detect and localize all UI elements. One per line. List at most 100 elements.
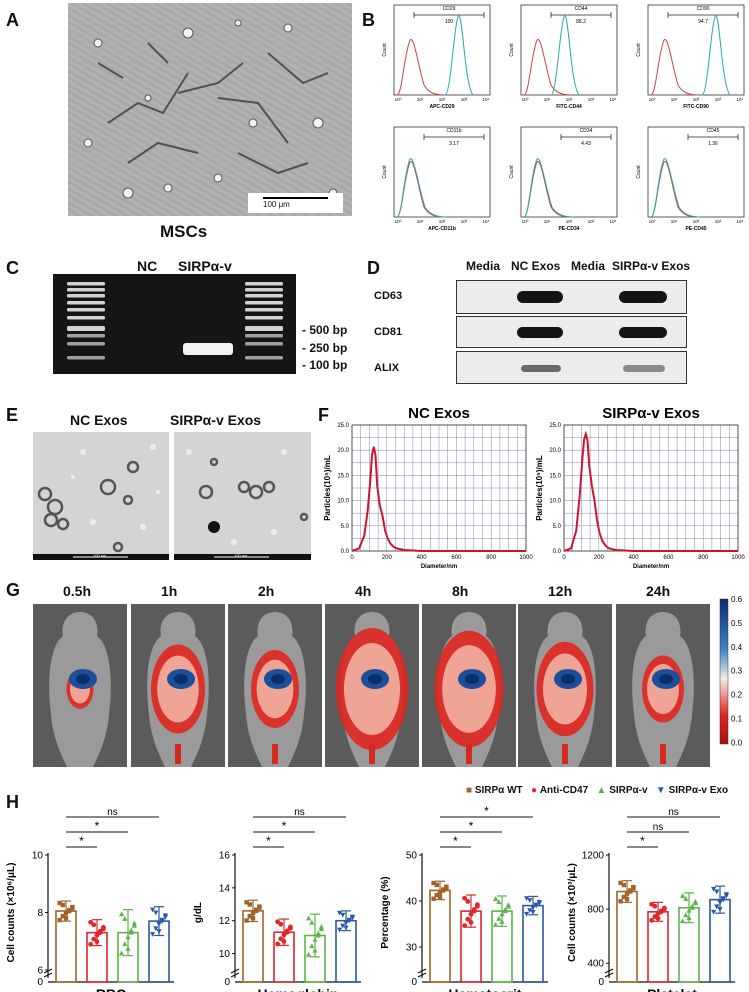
flow-tick-label: 10³ <box>588 97 595 102</box>
significance-label: ns <box>107 807 118 818</box>
flow-plot-cd11b: CD11b 3.17 APC-CD11b Count 10⁰ 10¹ 10² 10³ 10⁴ <box>382 126 491 232</box>
colorbar-strip <box>719 598 729 745</box>
colorbar-tick: 0.0 <box>731 738 743 747</box>
ivis-mouse-image <box>518 604 612 767</box>
flow-tick-label: 10³ <box>715 219 722 224</box>
ivis-mouse-art <box>147 612 209 767</box>
data-point <box>686 907 692 913</box>
significance-label: * <box>640 834 645 848</box>
axis-break <box>417 972 427 978</box>
flow-percent-label: 88.2 <box>576 19 586 25</box>
nta-xtick: 800 <box>698 555 709 561</box>
colorbar-tick: 0.3 <box>731 667 743 676</box>
nta-xtick: 600 <box>663 555 674 561</box>
tem-scale-sirpv: 100 nm <box>234 553 248 558</box>
data-point <box>711 909 717 915</box>
flow-marker-curve <box>650 158 701 218</box>
data-point <box>247 902 252 907</box>
data-point <box>315 932 321 938</box>
gel-ladder-band <box>67 282 105 286</box>
data-point <box>621 882 626 888</box>
nta-title: SIRPα-v Exos <box>602 405 700 422</box>
ivis-colorbar: 0.6 0.5 0.4 0.3 0.2 0.1 0.0 <box>719 595 743 747</box>
data-point <box>57 917 62 923</box>
data-point <box>88 941 93 947</box>
signal-liver-core <box>465 674 479 684</box>
gel-ladder-band <box>245 334 283 338</box>
ivis-mouse-image <box>228 604 322 767</box>
data-point <box>686 915 692 921</box>
flow-plot-cd45: CD45 1.36 PE-CD45 Count 10⁰ 10¹ 10² 10³ 10⁴ <box>636 126 745 232</box>
data-point <box>618 899 623 904</box>
data-point <box>431 896 436 901</box>
nta-ytick: 15.0 <box>549 473 561 479</box>
data-point <box>57 900 62 906</box>
nta-xtick: 0 <box>350 555 354 561</box>
flow-plot-frame <box>647 126 745 218</box>
flow-marker-curve <box>444 14 474 96</box>
ivis-mouse-image <box>33 604 127 767</box>
data-point <box>431 880 436 886</box>
gel-ladder-band <box>67 342 105 346</box>
flow-plot-cd29: CD29 100 APC-CD29 Count 10⁰ 10¹ 10² 10³ 10⁴ <box>382 4 491 110</box>
gel-ladder-band <box>245 282 283 286</box>
signal-tail <box>660 744 666 764</box>
flow-isotype-curve <box>396 39 445 96</box>
axis-break <box>230 972 240 978</box>
data-point <box>471 908 477 914</box>
data-point <box>536 900 542 906</box>
flow-cytometry-grid: CD29 100 APC-CD29 Count 10⁰ 10¹ 10² 10³ 10⁴ CD44 8… <box>382 4 745 232</box>
signal-liver-core <box>76 674 90 684</box>
flow-marker-label: CD90 <box>697 6 710 12</box>
gel-ladder-band <box>245 356 283 360</box>
nta-xtick: 200 <box>382 555 393 561</box>
data-point <box>662 906 667 912</box>
gel-ladder-band <box>67 326 105 331</box>
data-point <box>680 918 686 924</box>
data-point <box>156 929 162 934</box>
axis-break <box>417 968 427 974</box>
nta-xtick: 1000 <box>731 555 745 561</box>
panel-label-f: F <box>318 405 329 425</box>
data-point <box>60 902 65 908</box>
data-point <box>524 911 530 917</box>
nta-ytick: 25.0 <box>337 423 349 429</box>
data-point <box>465 899 471 904</box>
nta-chart-sirpv: SIRPα-v Exos 0.0 5.0 10.0 15.0 20.0 25.0 0 200 40… <box>535 405 745 570</box>
bar-chart-hematocrit: 0 30 40 50 Percentage (%) Hematocrit * * * <box>380 804 548 992</box>
gel-ladder-band <box>67 308 105 312</box>
flow-axis-label: FITC-CD90 <box>683 104 709 110</box>
bar-1 <box>429 889 451 983</box>
flow-tick-label: 10⁰ <box>395 97 402 102</box>
marker-100bp: - 100 bp <box>302 358 348 372</box>
data-point <box>714 904 720 910</box>
flow-marker-label: CD45 <box>707 128 720 134</box>
data-point <box>493 921 499 927</box>
data-point <box>527 908 533 913</box>
flow-axis-label: PE-CD34 <box>558 226 579 232</box>
significance-label: * <box>484 804 489 818</box>
data-point <box>714 889 720 895</box>
nta-ytick: 0.0 <box>341 549 350 555</box>
flow-ylabel: Count <box>509 165 515 179</box>
y-tick-break: 0 <box>37 977 43 988</box>
data-point <box>465 916 471 922</box>
data-point <box>527 898 533 903</box>
data-point <box>306 951 312 957</box>
data-point <box>711 886 717 892</box>
flow-tick-label: 10⁴ <box>610 97 617 102</box>
y-tick-label: 10 <box>32 851 44 862</box>
wb-lane-nc-exos: NC Exos <box>511 259 561 273</box>
flow-ylabel: Count <box>636 43 642 57</box>
flow-tick-label: 10¹ <box>671 97 678 102</box>
data-point <box>309 919 315 925</box>
ivis-time-5: 8h <box>452 583 469 599</box>
flow-marker-label: CD11b <box>446 128 461 134</box>
nta-xtick: 1000 <box>519 555 533 561</box>
nta-ytick: 10.0 <box>549 499 561 505</box>
chart-title: Hemoglobin <box>258 986 339 992</box>
data-point <box>119 950 125 956</box>
tem-sirpv-art <box>174 449 311 560</box>
nta-xtick: 200 <box>594 555 605 561</box>
flow-tick-label: 10⁴ <box>737 219 744 224</box>
